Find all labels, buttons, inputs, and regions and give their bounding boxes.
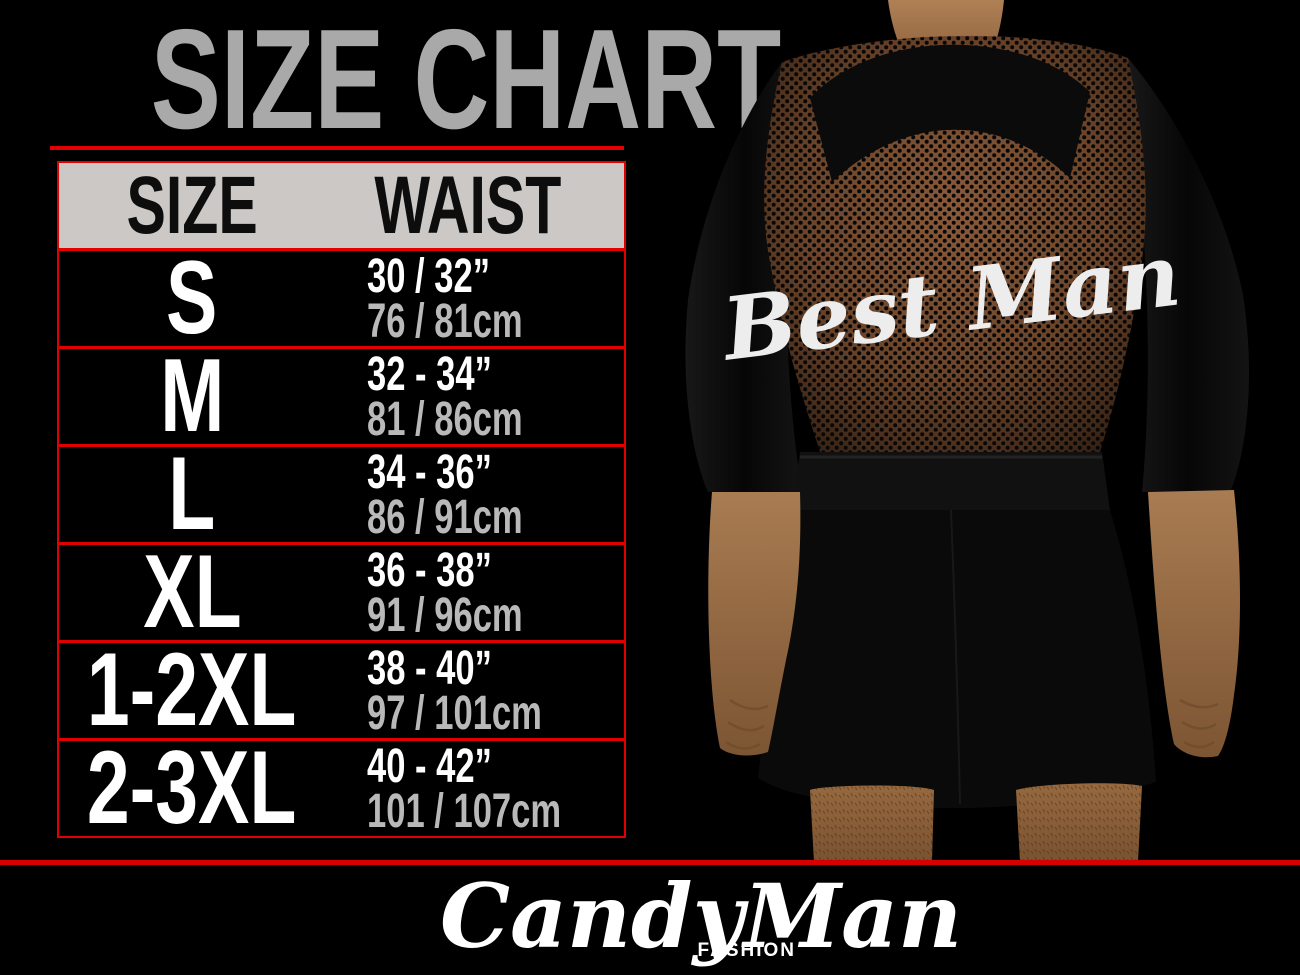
waist-inches: 30 / 32”	[367, 249, 490, 303]
waist-inches: 32 - 34”	[367, 347, 492, 401]
model-photo-svg: Best Man	[685, 0, 1250, 862]
header-cell-waist: WAIST	[325, 160, 624, 251]
brand-subtitle: FASHION	[697, 940, 796, 961]
header-waist-label: WAIST	[374, 159, 561, 251]
left-finger-lines	[725, 698, 769, 750]
model-right-hand	[1148, 490, 1240, 758]
waist-cm: 86 / 91cm	[367, 490, 523, 544]
page-title: SIZE CHART	[40, 9, 781, 151]
waist-inches: 38 - 40”	[367, 641, 492, 695]
title-underline	[50, 146, 624, 150]
skirt-seam	[950, 509, 961, 805]
table-row: 2-3XL 40 - 42” 101 / 107cm	[59, 730, 624, 846]
waist-cm: 91 / 96cm	[367, 588, 523, 642]
table-row: M 32 - 34” 81 / 86cm	[59, 338, 624, 454]
table-row: 1-2XL 38 - 40” 97 / 101cm	[59, 632, 624, 748]
waist-cm: 81 / 86cm	[367, 392, 523, 446]
right-finger-lines	[1179, 698, 1219, 749]
brand-logo: CandyMan FASHION	[440, 864, 963, 972]
robe-belt	[792, 452, 1110, 510]
size-label: XL	[142, 534, 242, 650]
size-label: M	[159, 338, 225, 454]
footer-red-line	[0, 860, 1300, 865]
waist-inches: 34 - 36”	[367, 445, 492, 499]
size-label: 1-2XL	[87, 632, 297, 748]
table-header-row: SIZE WAIST	[59, 160, 624, 251]
model-left-hand	[708, 492, 801, 756]
waist-inches: 36 - 38”	[367, 543, 492, 597]
robe-collar	[810, 44, 1090, 182]
size-label: 2-3XL	[87, 730, 297, 846]
size-label: S	[166, 240, 218, 356]
page-title-text: SIZE CHART	[150, 0, 782, 159]
robe-right-sleeve	[1128, 58, 1250, 492]
waist-cm: 76 / 81cm	[367, 294, 523, 348]
right-leg-hair	[1016, 783, 1142, 862]
header-size-label: SIZE	[126, 159, 258, 251]
waist-cm: 97 / 101cm	[367, 686, 542, 740]
table-row: XL 36 - 38” 91 / 96cm	[59, 534, 624, 650]
model-photo: Best Man	[650, 0, 1300, 862]
brand-name: CandyMan	[440, 864, 963, 968]
table-row: S 30 / 32” 76 / 81cm	[59, 240, 624, 356]
waist-inches: 40 - 42”	[367, 739, 492, 793]
header-cell-size: SIZE	[59, 160, 325, 251]
size-label: L	[168, 436, 216, 552]
waist-cm: 101 / 107cm	[367, 784, 562, 838]
left-leg-hair	[810, 785, 934, 862]
size-table: SIZE WAIST S 30 / 32” 76 / 81cm M 32 - 3…	[57, 160, 626, 846]
table-row: L 34 - 36” 86 / 91cm	[59, 436, 624, 552]
